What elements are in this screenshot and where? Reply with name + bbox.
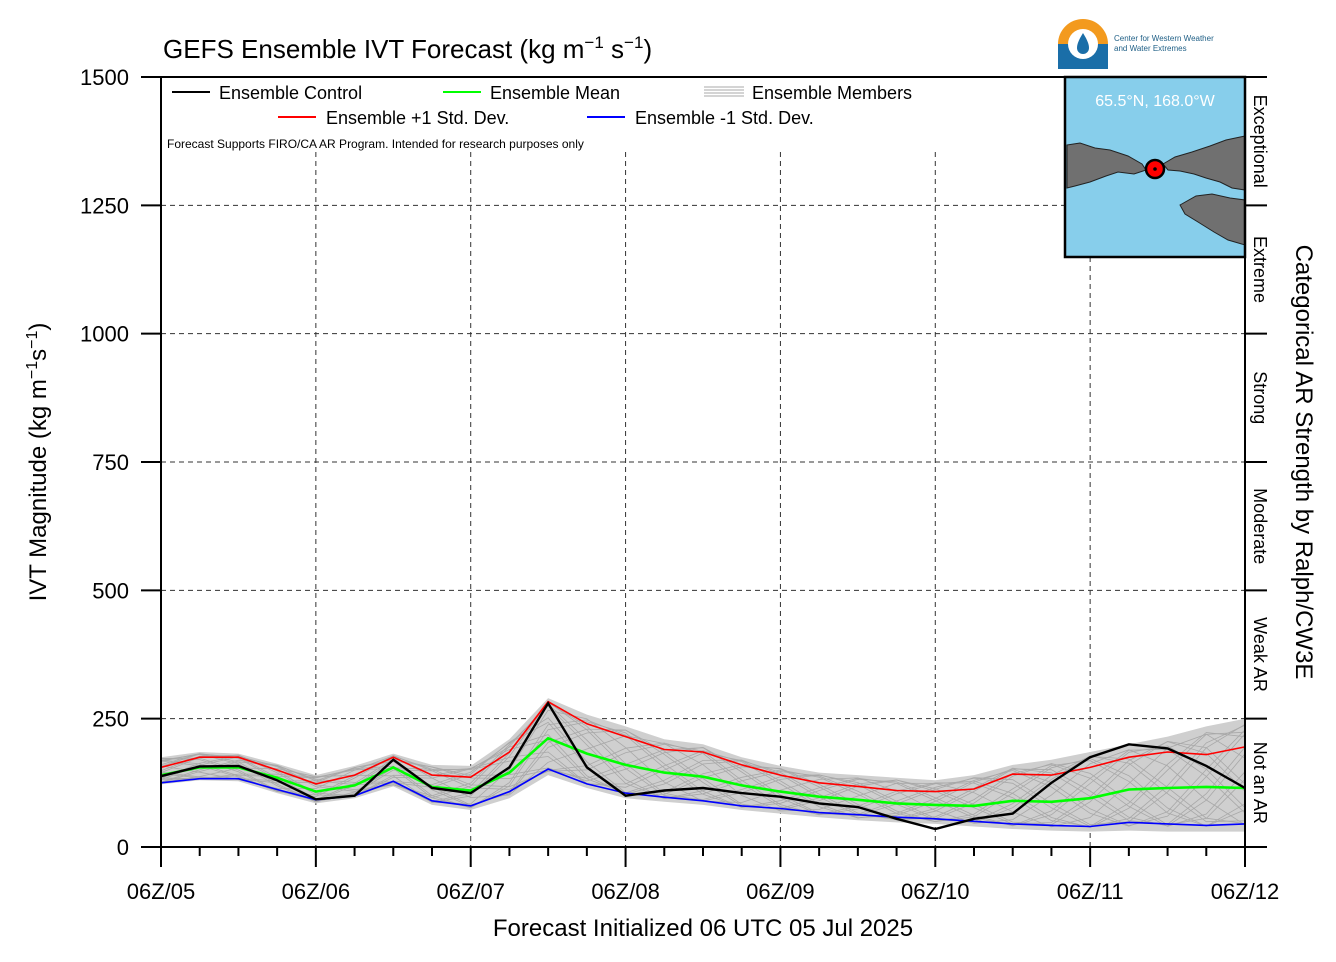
inset-land-chukotka xyxy=(1162,135,1246,191)
legend: Ensemble Control Ensemble Mean Ensemble … xyxy=(167,83,912,151)
disclaimer-note: Forecast Supports FIRO/CA AR Program. In… xyxy=(167,137,584,151)
legend-swatch-members xyxy=(704,86,744,97)
series-line-ensemble-control xyxy=(160,700,1246,831)
series-lines xyxy=(160,700,1246,831)
y-tick-label: 1250 xyxy=(80,193,129,218)
legend-label-members: Ensemble Members xyxy=(752,83,912,103)
y-tick-label: 250 xyxy=(92,707,129,732)
x-tick-label: 06Z/08 xyxy=(591,879,660,904)
y-tick-label: 0 xyxy=(117,835,129,860)
logo-line1: Center for Western Weather xyxy=(1114,34,1214,43)
y-tick-label: 1000 xyxy=(80,322,129,347)
legend-label-minus-std: Ensemble -1 Std. Dev. xyxy=(635,108,814,128)
member-line xyxy=(160,701,1246,823)
inset-frame xyxy=(1063,75,1247,259)
y-tick-label: 750 xyxy=(92,450,129,475)
member-line xyxy=(160,705,1246,827)
y-tick-label: 500 xyxy=(92,578,129,603)
category-label: Extreme xyxy=(1250,236,1270,303)
y-tick-label: 1500 xyxy=(80,65,129,90)
y-axis: 0 250 500 750 1000 1250 1500 xyxy=(80,65,161,860)
member-line xyxy=(160,724,1246,826)
x-tick-label: 06Z/05 xyxy=(127,879,196,904)
x-tick-label: 06Z/09 xyxy=(746,879,815,904)
category-label: Strong xyxy=(1250,371,1270,424)
series-line-ensemble-mean xyxy=(160,736,1246,808)
inset-location-label: 65.5°N, 168.0°W xyxy=(1095,93,1215,110)
legend-label-control: Ensemble Control xyxy=(219,83,362,103)
logo-line2: and Water Extremes xyxy=(1114,44,1187,53)
category-axis: Not an AR Weak AR Moderate Strong Extreme Exc… xyxy=(1245,76,1270,848)
member-line xyxy=(160,733,1246,828)
category-label: Moderate xyxy=(1250,488,1270,564)
inset-land-alaska xyxy=(1066,142,1147,189)
y-axis-label: IVT Magnitude (kg m−1s−1) xyxy=(24,323,52,602)
x-tick-label: 06Z/07 xyxy=(436,879,505,904)
series-line-ensemble-1-std-dev xyxy=(160,700,1246,793)
location-inset-map: 65.5°N, 168.0°W xyxy=(1063,75,1247,259)
x-tick-label: 06Z/12 xyxy=(1211,879,1280,904)
member-line xyxy=(160,721,1246,827)
x-tick-label: 06Z/11 xyxy=(1057,879,1124,904)
member-line xyxy=(160,731,1246,828)
legend-label-mean: Ensemble Mean xyxy=(490,83,620,103)
category-label: Not an AR xyxy=(1250,742,1270,824)
category-label: Exceptional xyxy=(1250,95,1270,188)
cw3e-logo: Center for Western Weather and Water Ext… xyxy=(1058,19,1214,69)
member-line xyxy=(160,729,1246,826)
x-axis: 06Z/05 06Z/06 06Z/07 06Z/08 06Z/09 06Z/10 06Z/… xyxy=(127,847,1280,904)
category-axis-label: Categorical AR Strength by Ralph/CW3E xyxy=(1290,245,1317,680)
logo-drop-icon xyxy=(1077,33,1089,54)
x-tick-label: 06Z/06 xyxy=(282,879,351,904)
legend-label-plus-std: Ensemble +1 Std. Dev. xyxy=(326,108,509,128)
x-axis-label: Forecast Initialized 06 UTC 05 Jul 2025 xyxy=(493,915,913,942)
x-tick-label: 06Z/10 xyxy=(901,879,970,904)
category-label: Weak AR xyxy=(1250,617,1270,692)
chart-title: GEFS Ensemble IVT Forecast (kg m−1 s−1) xyxy=(163,33,652,64)
